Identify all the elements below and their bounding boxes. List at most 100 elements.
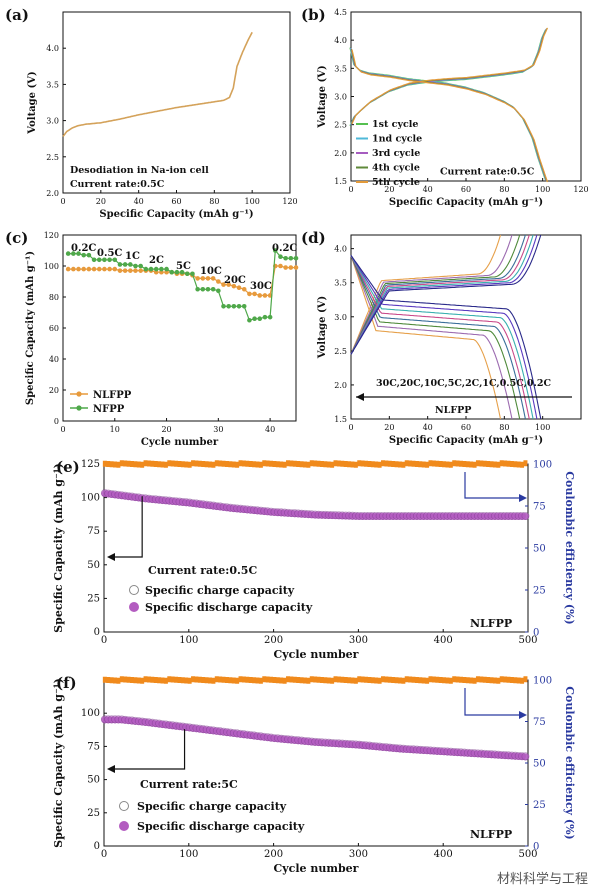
- data-point-NFPP: [205, 286, 211, 292]
- y-tick-label: 3.0: [334, 93, 347, 102]
- ce-point: [174, 676, 179, 683]
- data-point-NFPP: [293, 255, 299, 261]
- data-point-NFPP: [267, 314, 273, 320]
- data-point-NFPP: [200, 286, 206, 292]
- x-axis-label: Specific Capacity (mAh g⁻¹): [389, 435, 543, 446]
- ce-point: [472, 677, 477, 684]
- ce-point: [459, 460, 464, 467]
- data-point-NLFPP: [133, 268, 138, 273]
- ce-point: [221, 676, 226, 683]
- ce-point: [197, 676, 202, 683]
- ce-point: [414, 677, 419, 683]
- x-tick-label: 20: [96, 197, 106, 206]
- ce-point: [350, 677, 355, 684]
- ce-point: [238, 460, 243, 467]
- ce-point: [418, 461, 423, 468]
- x-tick-label: 0: [60, 425, 65, 434]
- discharge-point: [521, 512, 530, 521]
- y-tick-label: 3.5: [46, 80, 59, 89]
- ce-point: [469, 461, 474, 468]
- data-point-NFPP: [164, 266, 169, 272]
- ce-point: [208, 461, 212, 468]
- ce-point: [306, 461, 311, 468]
- ce-point: [394, 677, 399, 684]
- ce-point: [333, 676, 338, 683]
- ce-point: [343, 461, 348, 467]
- discharge-curve-5C: [350, 255, 526, 420]
- legend-marker-discharge: [129, 602, 139, 612]
- ce-point: [435, 460, 440, 467]
- ce-point: [224, 461, 229, 467]
- y2-tick-label: 100: [533, 676, 552, 687]
- y-tick-label: 40: [49, 355, 59, 364]
- current-rate-annotation: Current rate:0.5C: [440, 167, 535, 178]
- annotation-line-2: Current rate:0.5C: [70, 179, 165, 190]
- ce-axis-arrow: [464, 472, 522, 499]
- ce-point: [350, 461, 355, 468]
- panel-a: 0 20 40 60 80 100 120 2.0 2.5 3.0 3.5 4.0 Specific C…: [5, 6, 298, 220]
- discharge-curve-0.5C: [350, 255, 538, 420]
- ce-point: [109, 677, 114, 684]
- discharge-curve-2: [349, 47, 547, 181]
- ce-point: [241, 460, 246, 467]
- ce-point: [299, 461, 304, 468]
- legend-marker-charge: [119, 801, 129, 811]
- ce-point: [194, 676, 199, 683]
- ce-point: [309, 460, 314, 467]
- ce-point: [262, 460, 267, 467]
- ce-point: [313, 676, 318, 683]
- x-tick-label: 300: [349, 849, 368, 860]
- discharge-curve-5: [351, 49, 549, 183]
- ce-point: [235, 677, 240, 684]
- ce-point: [258, 677, 263, 684]
- data-point-NLFPP: [117, 268, 123, 273]
- ce-point: [292, 460, 297, 467]
- ce-point: [404, 676, 409, 683]
- ce-point: [204, 677, 209, 684]
- y-tick-label: 100: [81, 708, 100, 719]
- x-tick-label: 200: [264, 635, 283, 646]
- ce-point: [269, 460, 274, 467]
- y2-tick-label: 75: [533, 717, 546, 728]
- rate-label: 2C: [149, 255, 164, 266]
- x-tick-label: 20: [384, 423, 394, 432]
- charge-curve-5: [351, 27, 549, 124]
- ce-point: [503, 676, 508, 683]
- x-tick-label: 0: [348, 423, 353, 432]
- data-point-NLFPP: [288, 265, 294, 270]
- data-point-NFPP: [138, 263, 143, 269]
- data-point-NLFPP: [221, 282, 226, 287]
- sample-tag: NLFPP: [435, 405, 471, 416]
- data-point-NFPP: [247, 317, 252, 323]
- ce-point: [286, 676, 291, 683]
- ce-point: [506, 460, 511, 467]
- ce-point: [252, 461, 257, 468]
- ce-point: [445, 677, 450, 684]
- ce-point: [438, 677, 443, 683]
- x-tick-label: 80: [499, 185, 509, 194]
- ce-point: [180, 677, 185, 684]
- ce-point: [486, 461, 491, 467]
- ce-point: [462, 677, 467, 683]
- ce-point: [113, 461, 118, 468]
- ce-point: [408, 460, 413, 467]
- x-tick-label: 80: [209, 197, 219, 206]
- x-axis-label: Cycle number: [274, 862, 359, 875]
- data-point-NLFPP: [86, 266, 92, 272]
- ce-point: [163, 461, 168, 468]
- desodiation-curve: [62, 31, 253, 137]
- charge-curve-30C: [350, 234, 502, 355]
- legend-label: Specific discharge capacity: [145, 601, 313, 614]
- data-point-NLFPP: [128, 268, 133, 273]
- x-tick-label: 60: [461, 185, 471, 194]
- ce-point: [258, 461, 263, 468]
- ce-point: [336, 676, 341, 683]
- ce-point: [414, 461, 419, 467]
- y-tick-label: 2.5: [46, 153, 59, 162]
- current-rate-annotation: Current rate:0.5C: [148, 564, 257, 577]
- ce-point: [133, 677, 138, 684]
- ce-point: [231, 461, 236, 468]
- y-tick-label: 125: [81, 459, 100, 470]
- ce-point: [492, 677, 497, 684]
